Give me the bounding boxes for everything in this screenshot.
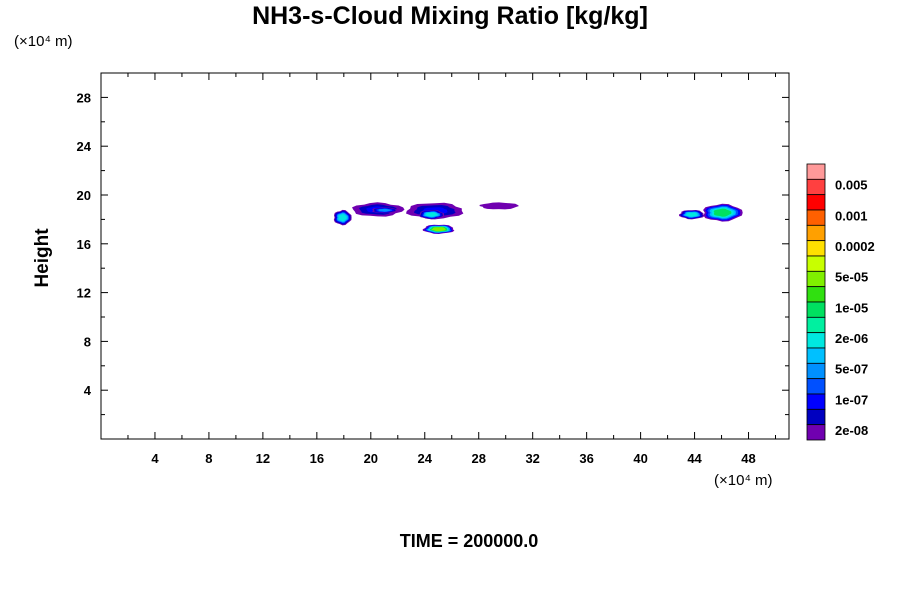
x-tick-label: 44 <box>687 451 702 466</box>
x-tick-label: 28 <box>471 451 485 466</box>
cloud-patch <box>686 212 698 217</box>
x-tick-label: 16 <box>310 451 324 466</box>
colorbar-swatch <box>806 224 826 242</box>
x-tick-label: 36 <box>579 451 593 466</box>
y-tick-label: 4 <box>84 383 92 398</box>
colorbar-swatch <box>806 378 826 395</box>
x-tick-label: 48 <box>741 451 755 466</box>
colorbar-swatch <box>806 408 826 426</box>
colorbar-swatch <box>806 286 826 303</box>
colorbar-swatch <box>806 347 826 364</box>
x-tick-label: 12 <box>256 451 270 466</box>
chart-title: NH3-s-Cloud Mixing Ratio [kg/kg] <box>252 2 648 30</box>
colorbar: 0.005 0.001 0.0002 5e-05 1e-05 2e-06 5e-07 1e-0… <box>806 163 875 441</box>
y-axis-unit: (×10⁴ m) <box>14 33 73 50</box>
cloud-patch <box>490 204 508 208</box>
colorbar-label: 0.001 <box>835 208 868 223</box>
x-tick-label: 32 <box>525 451 539 466</box>
x-tick-label: 40 <box>633 451 647 466</box>
colorbar-label: 2e-06 <box>835 331 868 346</box>
x-tick-label: 8 <box>205 451 212 466</box>
colorbar-swatch <box>806 240 826 257</box>
cloud-patch <box>431 227 446 232</box>
colorbar-swatch <box>806 424 826 441</box>
field-layer <box>333 202 743 234</box>
colorbar-swatch <box>806 393 826 410</box>
y-tick-label: 24 <box>77 139 92 154</box>
colorbar-swatch <box>806 316 826 334</box>
colorbar-label: 1e-05 <box>835 300 868 315</box>
colorbar-swatch <box>806 178 826 196</box>
y-tick-label: 8 <box>84 334 91 349</box>
colorbar-label: 0.0002 <box>835 239 875 254</box>
y-tick-label: 12 <box>77 286 91 301</box>
colorbar-label: 0.005 <box>835 178 868 193</box>
colorbar-swatch <box>806 255 826 272</box>
time-label: TIME = 200000.0 <box>399 531 539 551</box>
plot-frame <box>100 72 790 440</box>
colorbar-swatch <box>806 362 826 380</box>
y-tick-label: 16 <box>77 237 91 252</box>
colorbar-swatch <box>806 332 826 349</box>
cloud-patch <box>425 212 438 217</box>
x-tick-label: 20 <box>364 451 378 466</box>
colorbar-swatch <box>806 194 826 211</box>
colorbar-label: 5e-05 <box>835 270 868 285</box>
y-tick-label: 20 <box>77 188 91 203</box>
cloud-patch <box>713 208 732 217</box>
cloud-patch <box>378 208 391 212</box>
colorbar-label: 1e-07 <box>835 392 868 407</box>
colorbar-swatch <box>806 270 826 288</box>
colorbar-swatch <box>806 301 826 318</box>
y-tick-label: 28 <box>77 90 91 105</box>
x-tick-label: 24 <box>418 451 433 466</box>
colorbar-label: 2e-08 <box>835 423 868 438</box>
cloud-patch <box>338 214 347 222</box>
colorbar-swatch <box>806 209 826 226</box>
x-tick-label: 4 <box>151 451 159 466</box>
x-axis-unit: (×10⁴ m) <box>714 472 773 489</box>
colorbar-swatch <box>806 163 826 180</box>
colorbar-label: 5e-07 <box>835 362 868 377</box>
